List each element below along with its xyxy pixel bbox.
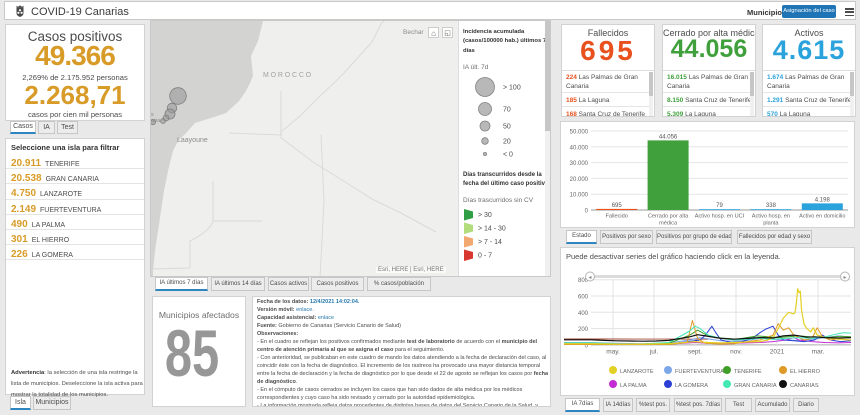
svg-text:0 - 7: 0 - 7 bbox=[478, 253, 492, 260]
svg-text:44.056: 44.056 bbox=[659, 134, 678, 140]
svg-text:Laayoune: Laayoune bbox=[177, 137, 208, 144]
svg-text:> 7 - 14: > 7 - 14 bbox=[478, 239, 502, 246]
svg-text:Cerrado por alta: Cerrado por alta bbox=[648, 214, 689, 220]
svg-text:may.: may. bbox=[606, 349, 620, 356]
svg-text:400: 400 bbox=[578, 311, 589, 317]
svg-text:aria: aria bbox=[151, 118, 161, 124]
svg-text:10.000: 10.000 bbox=[570, 193, 589, 199]
svg-text:sept.: sept. bbox=[688, 349, 702, 356]
svg-text:< 0: < 0 bbox=[503, 152, 513, 159]
svg-text:Fallecido: Fallecido bbox=[606, 214, 628, 220]
svg-text:Bechar: Bechar bbox=[403, 29, 424, 36]
svg-text:> 30: > 30 bbox=[478, 212, 492, 219]
svg-text:Activo hosp. en: Activo hosp. en bbox=[752, 214, 790, 220]
svg-text:Activo hosp. en UCI: Activo hosp. en UCI bbox=[695, 214, 745, 220]
svg-text:79: 79 bbox=[716, 203, 723, 209]
svg-text:nov.: nov. bbox=[730, 349, 742, 356]
svg-text:800: 800 bbox=[578, 278, 589, 284]
svg-text:40.000: 40.000 bbox=[570, 145, 589, 151]
svg-text:200: 200 bbox=[578, 327, 589, 333]
svg-text:20: 20 bbox=[503, 139, 511, 146]
svg-text:jul.: jul. bbox=[649, 349, 659, 356]
svg-text:600: 600 bbox=[578, 295, 589, 301]
svg-text:s: s bbox=[151, 112, 154, 118]
svg-text:338: 338 bbox=[766, 203, 777, 209]
svg-text:2021: 2021 bbox=[770, 349, 785, 356]
svg-text:Activo en domicilio: Activo en domicilio bbox=[799, 214, 845, 220]
svg-text:70: 70 bbox=[503, 107, 511, 114]
svg-text:planta: planta bbox=[763, 221, 779, 227]
svg-text:50.000: 50.000 bbox=[570, 130, 589, 136]
svg-text:> 100: > 100 bbox=[503, 85, 521, 92]
svg-text:0: 0 bbox=[585, 343, 589, 349]
svg-text:MOROCCO: MOROCCO bbox=[263, 72, 313, 79]
svg-text:4.198: 4.198 bbox=[815, 197, 831, 203]
svg-text:▸: ▸ bbox=[843, 275, 846, 281]
svg-text:> 14 - 30: > 14 - 30 bbox=[478, 226, 506, 233]
svg-text:mar.: mar. bbox=[812, 349, 825, 356]
svg-text:30.000: 30.000 bbox=[570, 161, 589, 167]
svg-text:50: 50 bbox=[503, 124, 511, 131]
svg-text:0: 0 bbox=[585, 209, 589, 215]
svg-text:médica: médica bbox=[659, 221, 678, 227]
svg-text:695: 695 bbox=[612, 203, 623, 209]
svg-text:◂: ◂ bbox=[588, 275, 591, 281]
svg-text:20.000: 20.000 bbox=[570, 177, 589, 183]
